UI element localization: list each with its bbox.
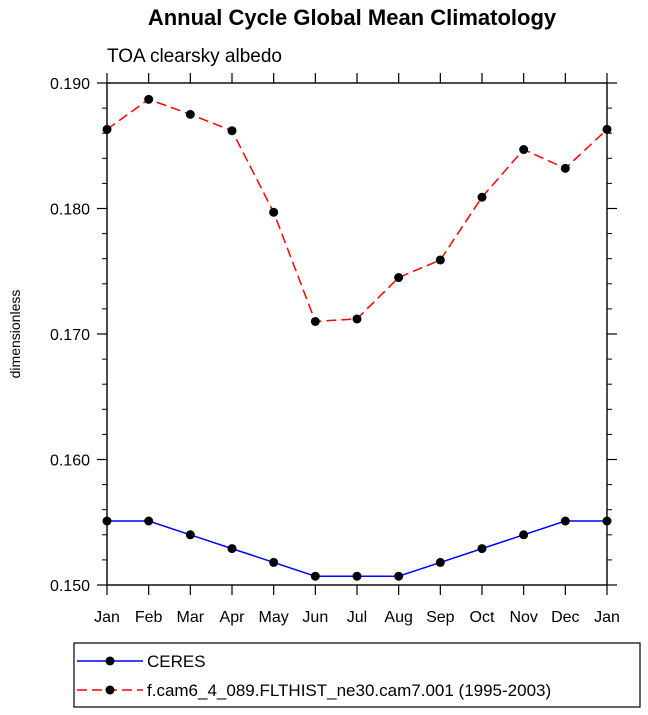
data-point [352, 314, 362, 324]
data-point [310, 571, 320, 581]
x-tick-label: Jun [302, 609, 328, 626]
major-ticks [97, 73, 617, 595]
data-point [477, 544, 487, 554]
x-tick-label: May [259, 609, 289, 626]
x-tick-label: Jan [594, 609, 620, 626]
data-point [519, 145, 529, 155]
data-point [269, 207, 279, 217]
legend-label: f.cam6_4_089.FLTHIST_ne30.cam7.001 (1995… [147, 681, 551, 700]
x-tick-labels: Jan Feb Mar Apr May Jun Jul Aug Sep Oct Nov Dec Jan [94, 609, 620, 626]
data-point [394, 571, 404, 581]
data-point [477, 192, 487, 202]
data-point [227, 544, 237, 554]
y-axis-label: dimensionless [7, 290, 23, 379]
data-point [560, 163, 570, 173]
legend: CERES f.cam6_4_089.FLTHIST_ne30.cam7.001 … [73, 642, 641, 708]
legend-frame [73, 642, 641, 708]
data-point [144, 94, 154, 104]
x-tick-label: Jan [94, 609, 120, 626]
x-tick-label: Dec [551, 609, 579, 626]
data-point [185, 109, 195, 119]
legend-marker [105, 656, 115, 666]
chart-subtitle: TOA clearsky albedo [107, 46, 282, 67]
legend-marker [105, 685, 115, 695]
data-point [269, 557, 279, 567]
data-point [519, 530, 529, 540]
y-tick-labels: 0.150 0.160 0.170 0.180 0.190 [50, 76, 90, 595]
x-tick-label: Jul [347, 609, 367, 626]
x-tick-label: Aug [384, 609, 412, 626]
series-line [106, 98, 608, 323]
data-point [185, 530, 195, 540]
series-layer [102, 94, 612, 581]
y-tick-label: 0.180 [50, 202, 90, 219]
plot-frame [106, 82, 608, 586]
data-point [227, 126, 237, 136]
data-point [144, 516, 154, 526]
minor-ticks [102, 107, 612, 561]
data-point [435, 557, 445, 567]
x-tick-label: Mar [177, 609, 205, 626]
y-tick-label: 0.160 [50, 453, 90, 470]
x-tick-label: Oct [470, 609, 495, 626]
data-point [560, 516, 570, 526]
x-tick-label: Nov [509, 609, 537, 626]
data-point [310, 316, 320, 326]
x-tick-label: Apr [220, 609, 246, 626]
data-point [435, 255, 445, 265]
series-line [107, 520, 607, 577]
y-tick-label: 0.150 [50, 578, 90, 595]
x-tick-label: Sep [426, 609, 455, 626]
data-point [394, 273, 404, 283]
data-point [352, 571, 362, 581]
chart-title: Annual Cycle Global Mean Climatology [148, 5, 557, 30]
legend-label: CERES [147, 652, 206, 671]
x-tick-label: Feb [135, 609, 163, 626]
y-tick-label: 0.190 [50, 76, 90, 93]
y-tick-label: 0.170 [50, 327, 90, 344]
